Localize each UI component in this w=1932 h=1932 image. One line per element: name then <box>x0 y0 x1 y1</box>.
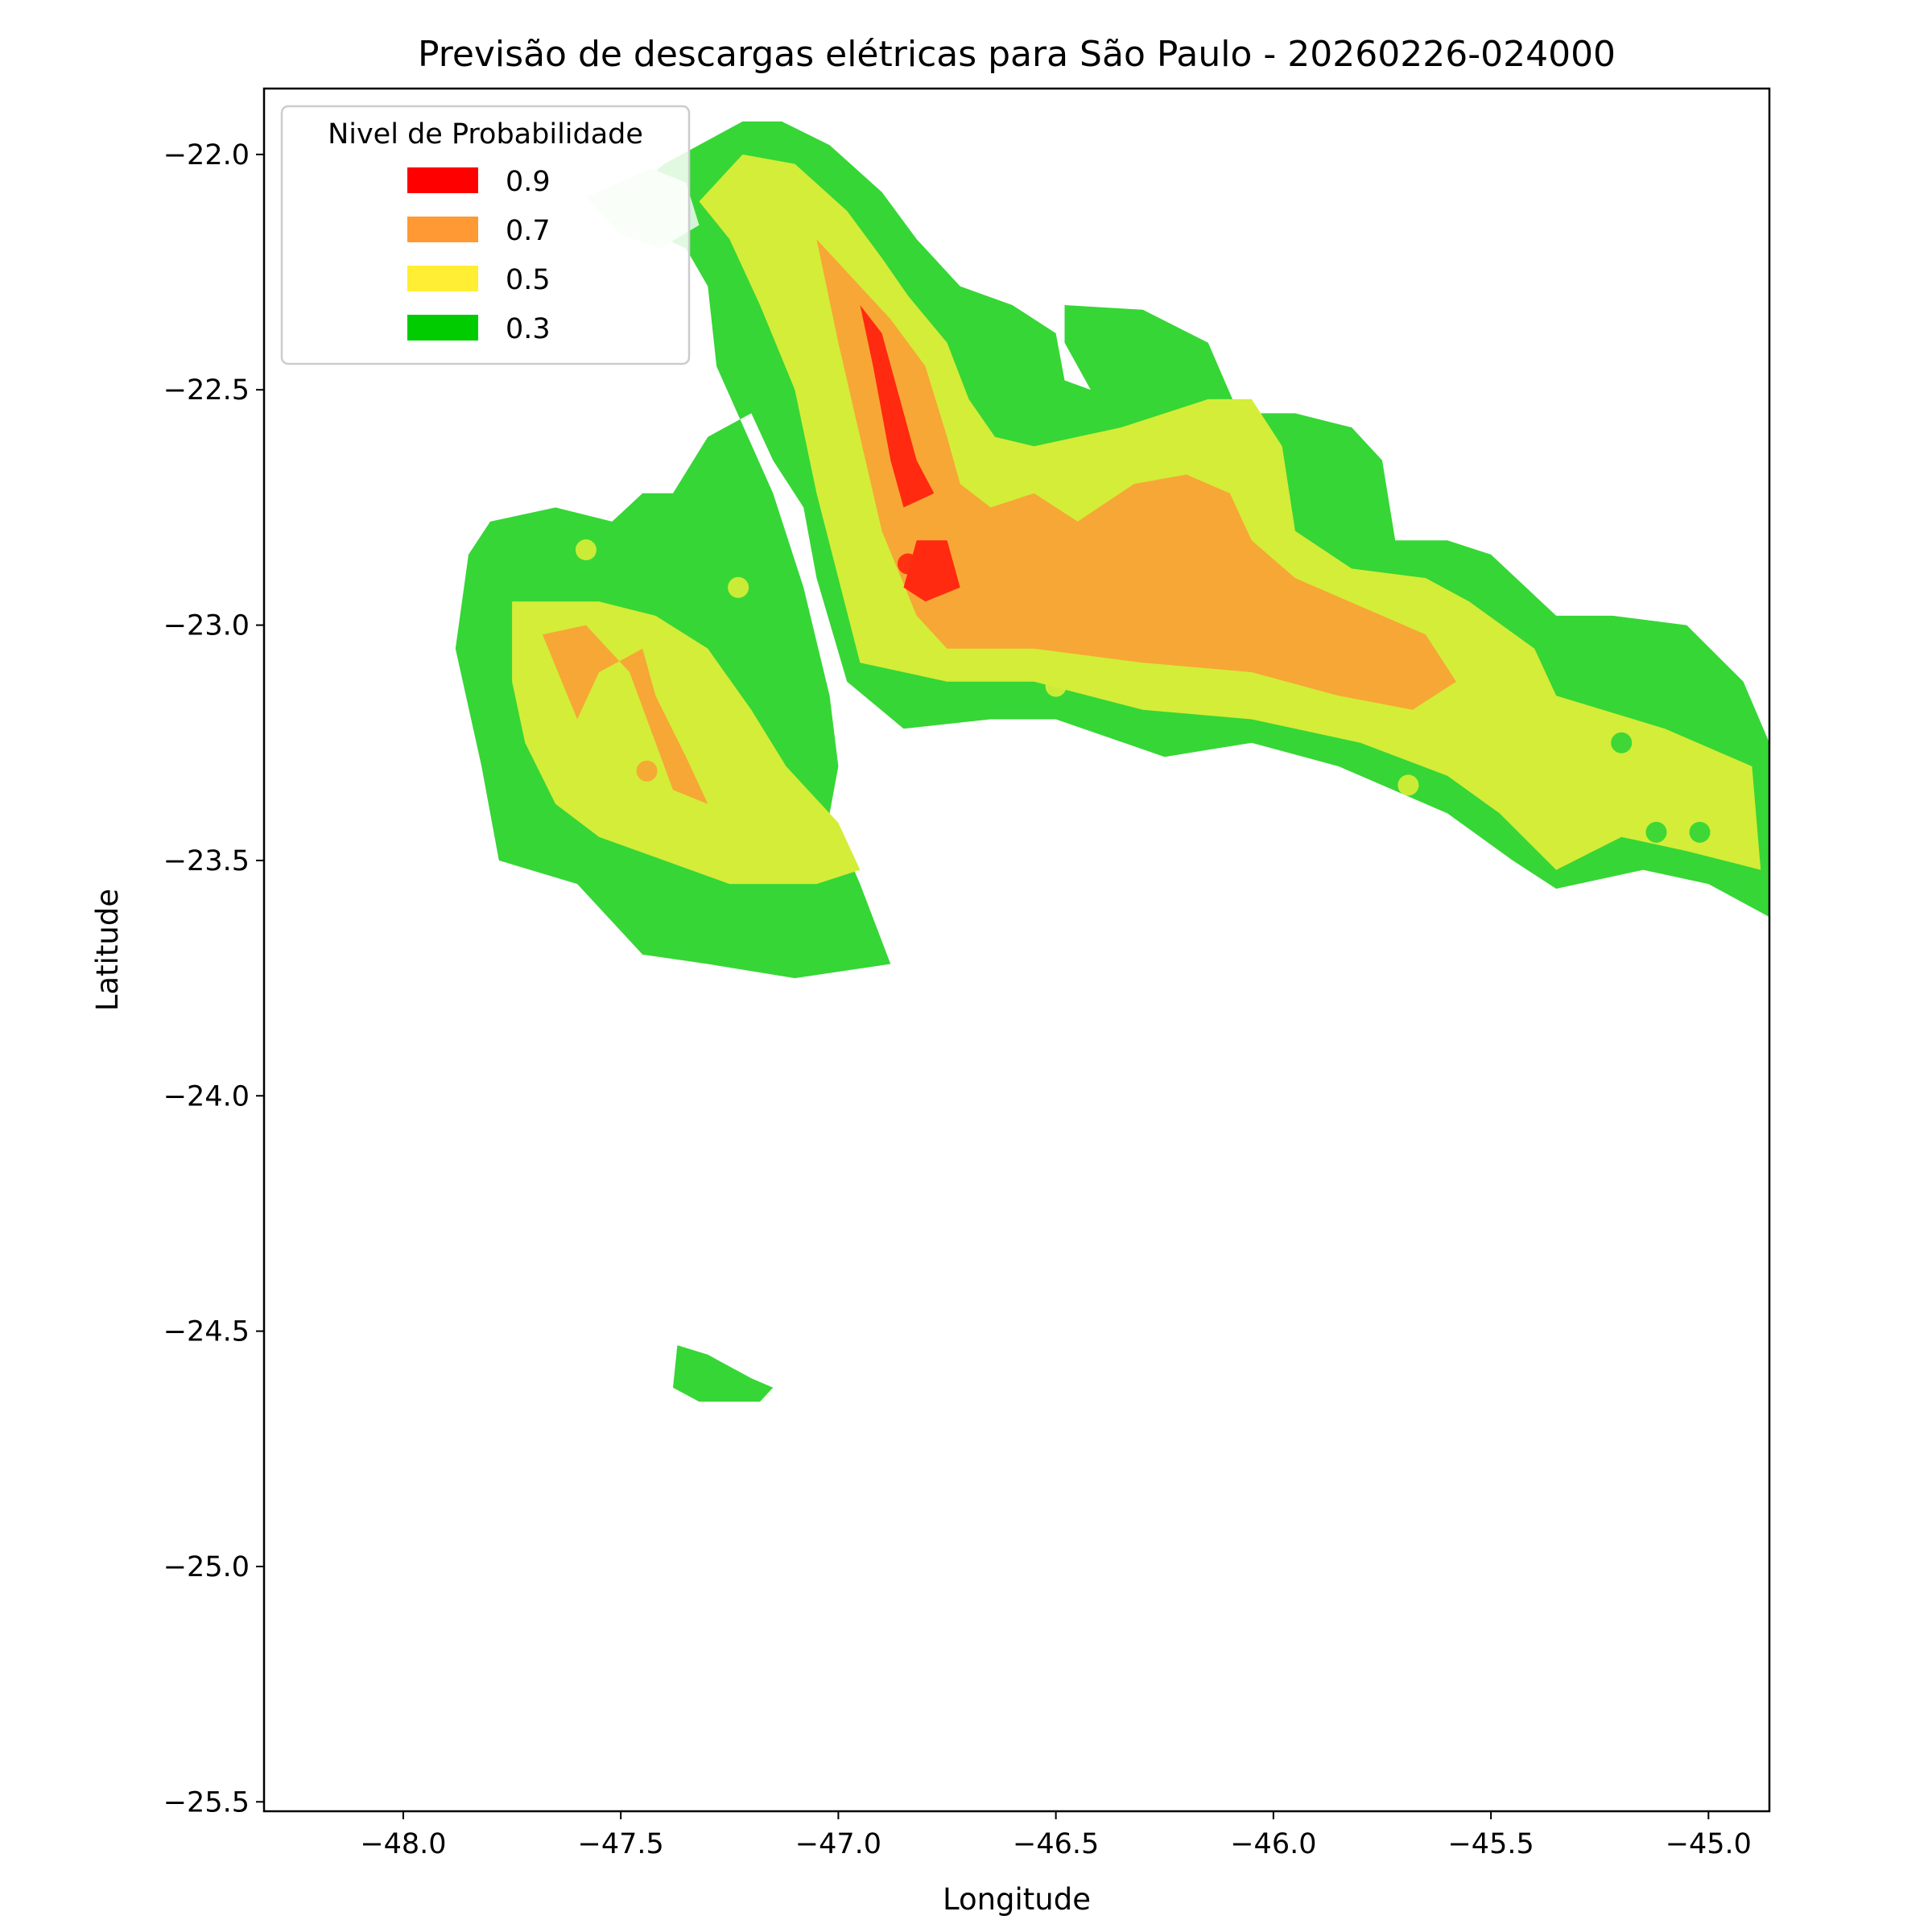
station-point-8 <box>1611 732 1633 753</box>
probability-regions <box>455 121 1769 1402</box>
y-tick-label: −24.0 <box>163 1080 250 1113</box>
station-point-10 <box>1689 821 1711 843</box>
y-axis-ticks: −22.0 −22.5 −23.0 −23.5 −24.0 −24.5 −25.0 −25.5 <box>163 139 264 1818</box>
y-tick-label: −23.5 <box>163 845 250 877</box>
chart-title: Previsão de descargas elétricas para São… <box>418 34 1616 75</box>
station-point-7 <box>1397 774 1419 796</box>
y-tick-label: −22.5 <box>163 374 250 407</box>
y-tick-label: −25.0 <box>163 1551 250 1583</box>
x-tick-label: −47.0 <box>795 1828 881 1860</box>
station-point-2 <box>897 553 919 575</box>
station-point-6 <box>1298 647 1319 669</box>
x-tick-label: −46.5 <box>1013 1828 1099 1860</box>
x-tick-label: −46.0 <box>1230 1828 1316 1860</box>
x-tick-label: −45.5 <box>1447 1828 1534 1860</box>
y-tick-label: −22.0 <box>163 139 250 171</box>
station-point-0 <box>575 539 597 561</box>
region-03-1 <box>673 1345 774 1402</box>
legend-label-05: 0.5 <box>506 264 551 296</box>
legend-swatch-07 <box>407 217 478 242</box>
y-tick-label: −23.0 <box>163 610 250 642</box>
station-point-1 <box>728 576 749 598</box>
x-axis-label: Longitude <box>943 1882 1091 1917</box>
region-09-7 <box>860 305 935 508</box>
x-tick-label: −48.0 <box>360 1828 446 1860</box>
station-point-4 <box>1045 675 1067 697</box>
legend-label-09: 0.9 <box>506 166 551 198</box>
station-point-9 <box>1645 821 1667 843</box>
region-07-5 <box>816 239 1456 710</box>
station-point-5 <box>1254 596 1276 617</box>
station-point-3 <box>997 539 1019 561</box>
x-tick-label: −45.0 <box>1666 1828 1752 1860</box>
legend-label-07: 0.7 <box>506 215 551 247</box>
plot-frame <box>262 87 1771 1813</box>
legend-box <box>280 105 691 365</box>
legend-label-03: 0.3 <box>506 313 551 345</box>
legend-title: Nivel de Probabilidade <box>328 118 643 151</box>
legend-swatch-03 <box>407 315 478 341</box>
y-axis-label: Latitude <box>90 889 125 1011</box>
legend: Nivel de Probabilidade 0.9 0.7 0.5 0.3 <box>280 105 691 365</box>
region-09-8 <box>903 540 960 602</box>
x-tick-label: −47.5 <box>578 1828 664 1860</box>
legend-swatch-09 <box>407 167 478 193</box>
y-tick-label: −24.5 <box>163 1316 250 1348</box>
y-tick-label: −25.5 <box>163 1786 250 1818</box>
station-points <box>575 539 1711 843</box>
region-07-6 <box>542 625 708 804</box>
station-point-11 <box>636 760 658 782</box>
legend-swatch-05 <box>407 266 478 291</box>
x-axis-ticks: −48.0 −47.5 −47.0 −46.5 −46.0 −45.5 −45.0 <box>360 1811 1752 1860</box>
